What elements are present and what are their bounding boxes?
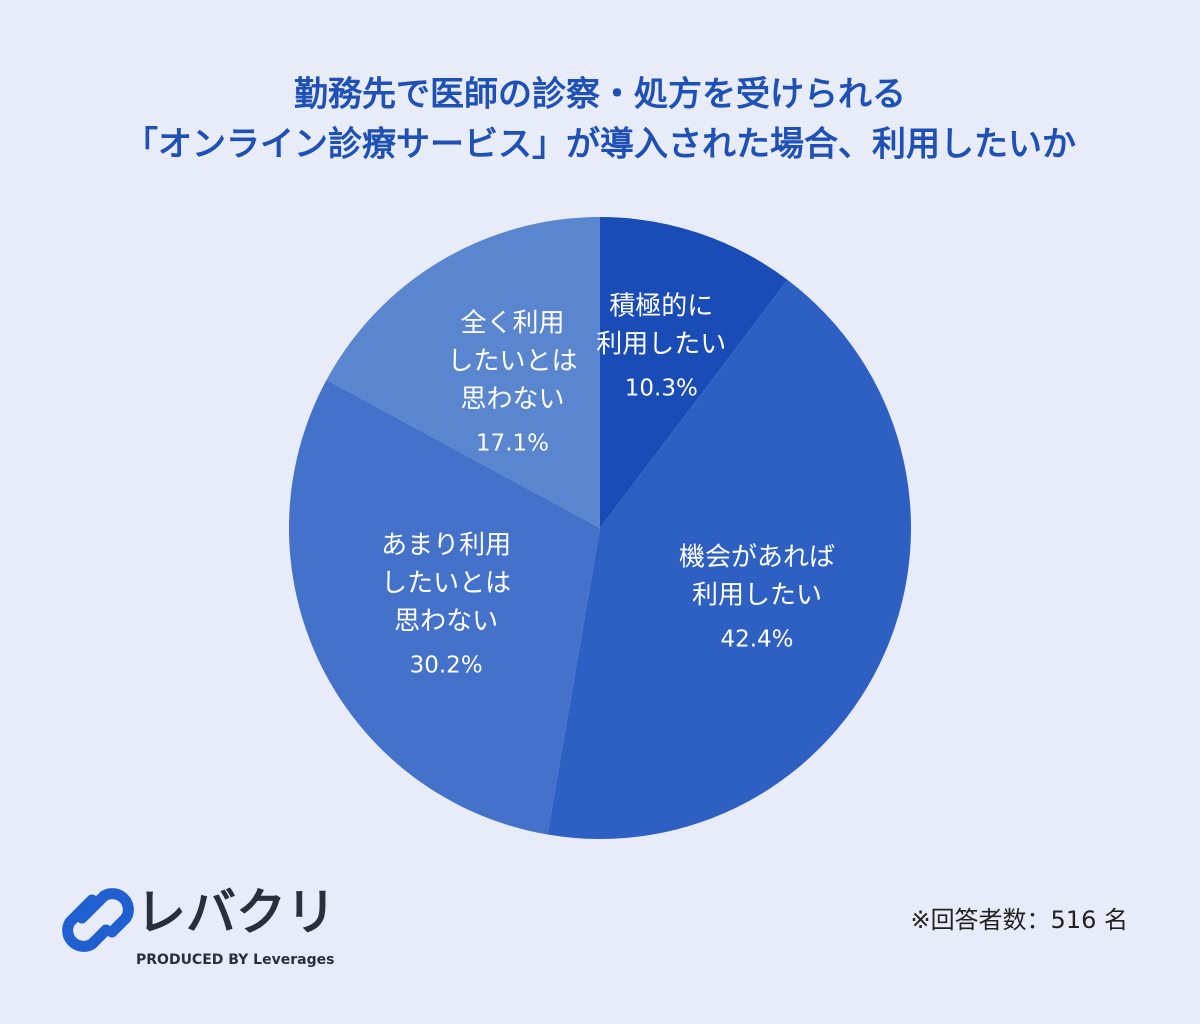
value-label: 17.1% (476, 431, 549, 457)
value-label: 42.4% (720, 626, 793, 652)
logo: レバクリ PRODUCED BY Leverages (62, 884, 336, 968)
logo-icon (62, 888, 134, 952)
slice-label: あまり利用 (381, 530, 511, 560)
slice-label: 思わない (394, 606, 498, 636)
pie-slice (289, 379, 600, 835)
slice-label: 思わない (460, 385, 564, 415)
slice-label: 機会があれば (679, 542, 835, 572)
chart-title: 「オンライン診療サービス」が導入された場合、利用したいか (124, 125, 1076, 165)
chart-title: 勤務先で医師の診察・処方を受けられる (294, 75, 906, 115)
logo-tagline: PRODUCED BY Leverages (136, 952, 334, 968)
pie-slice (600, 217, 788, 528)
value-label: 10.3% (625, 376, 698, 402)
slice-label: 積極的に (609, 292, 713, 322)
slice-label: したいとは (381, 568, 511, 598)
slice-label: したいとは (447, 347, 577, 377)
slice-label: 利用したい (692, 580, 822, 610)
note: ※回答者数：516 名 (910, 906, 1128, 934)
logo-name: レバクリ (136, 884, 336, 942)
slice-label: 利用したい (596, 330, 726, 360)
pie: 積極的に利用したい10.3%機会があれば利用したい42.4%あまり利用したいとは… (289, 216, 911, 839)
value-label: 30.2% (410, 652, 483, 678)
pie-slice (547, 279, 911, 839)
pie-slice (326, 216, 600, 528)
slice-label: 全く利用 (460, 309, 564, 339)
